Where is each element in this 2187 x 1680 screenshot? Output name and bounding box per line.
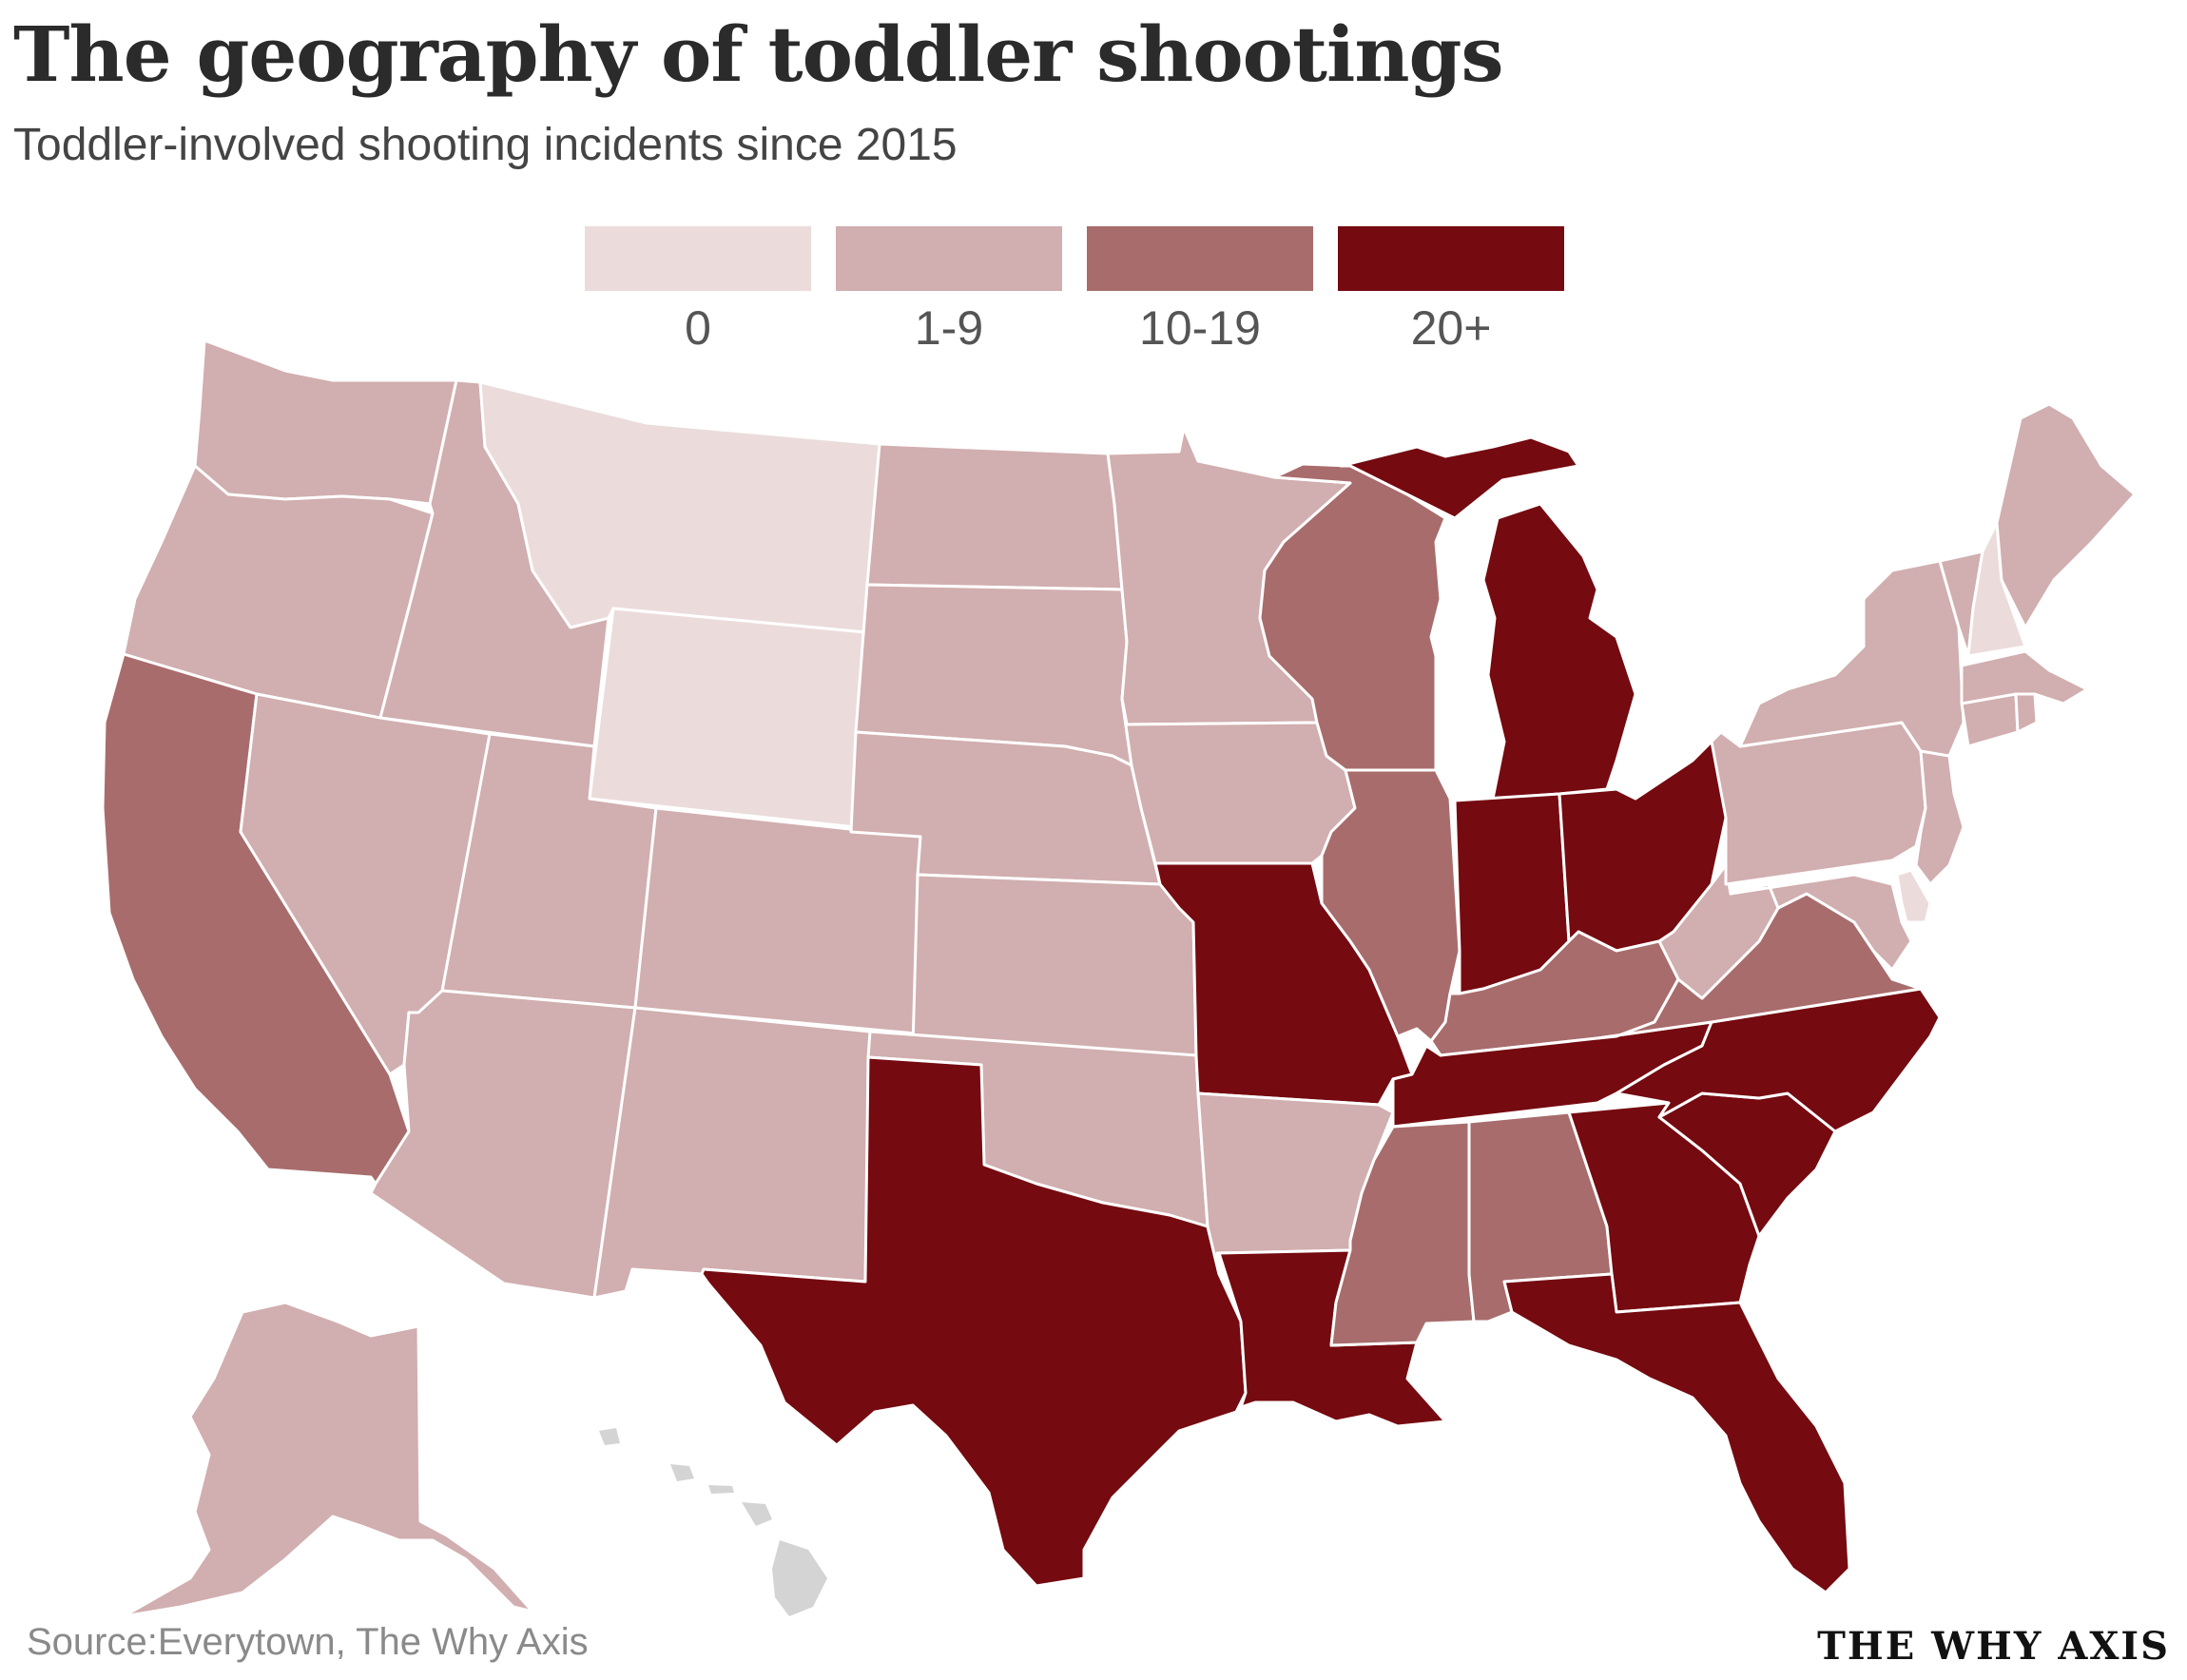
state-north-dakota [865, 442, 1124, 591]
state-kansas [911, 873, 1198, 1057]
state-maine [1995, 402, 2137, 629]
state-new-mexico [592, 1006, 872, 1300]
source-note: Source:Everytown, The Why Axis [27, 1621, 589, 1663]
state-maryland [1729, 873, 1913, 972]
legend-item-0: 0 [585, 226, 811, 356]
state-hawaii-kauai [599, 1428, 620, 1445]
legend-item-10-19: 10-19 [1087, 226, 1313, 356]
legend-swatch-20-plus [1338, 226, 1564, 291]
legend-label-0: 0 [685, 301, 711, 355]
state-rhode-island [2014, 692, 2039, 734]
state-florida [1502, 1272, 1851, 1594]
state-hawaii-maui [742, 1502, 772, 1526]
legend-label-1-9: 1-9 [914, 301, 984, 355]
state-arizona [369, 989, 637, 1300]
legend-swatch-0 [585, 226, 811, 291]
us-state-map [101, 338, 2137, 1618]
state-wyoming [588, 607, 867, 829]
legend: 0 1-9 10-19 20+ [585, 226, 1564, 355]
state-michigan-lower [1481, 502, 1637, 801]
legend-item-1-9: 1-9 [836, 226, 1062, 356]
map-subtitle: Toddler-involved shooting incidents sinc… [13, 120, 958, 170]
state-new-york [1738, 559, 1965, 758]
map-title: The geography of toddler shootings [13, 10, 1504, 99]
legend-label-20-plus: 20+ [1410, 301, 1492, 355]
legend-swatch-10-19 [1087, 226, 1313, 291]
state-connecticut [1960, 692, 2020, 748]
state-delaware [1895, 868, 1932, 924]
state-hawaii-main-island [772, 1540, 827, 1616]
state-montana [478, 380, 881, 634]
legend-swatch-1-9 [836, 226, 1062, 291]
state-new-jersey [1914, 749, 1965, 886]
legend-label-10-19: 10-19 [1139, 301, 1261, 355]
state-washington [193, 338, 458, 506]
state-hawaii-oahu [670, 1464, 694, 1481]
state-colorado [633, 806, 922, 1035]
legend-item-20-plus: 20+ [1338, 226, 1564, 356]
state-hawaii-molokai [708, 1485, 734, 1494]
state-alaska [122, 1301, 534, 1618]
state-michigan-upper [1339, 435, 1580, 520]
state-illinois [1320, 768, 1461, 1043]
state-texas [700, 1055, 1248, 1588]
brand-logo: THE WHY AXIS [1817, 1624, 2170, 1669]
